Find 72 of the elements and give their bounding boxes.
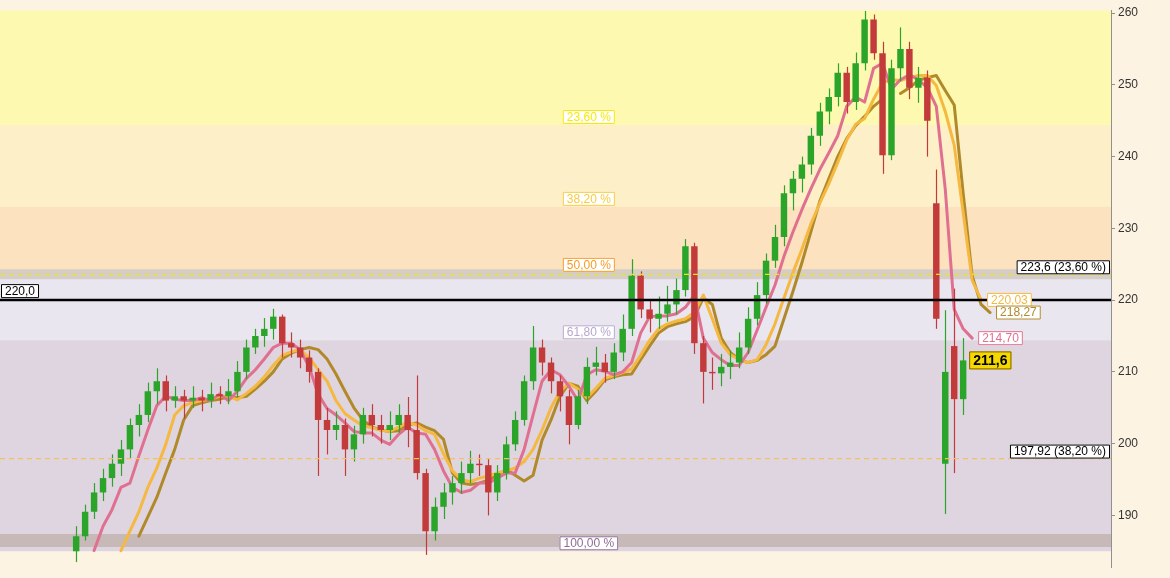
- candlestick: [538, 338, 546, 377]
- band-label: 50,00 %: [566, 257, 612, 272]
- candlestick: [144, 382, 152, 423]
- candlestick: [386, 410, 393, 441]
- candlestick: [171, 385, 178, 409]
- data-label: 220,03: [991, 292, 1029, 307]
- candlestick: [162, 374, 169, 412]
- candlestick: [234, 360, 241, 398]
- candlestick: [395, 403, 402, 434]
- candlestick: [225, 378, 232, 405]
- band-label: 38,20 %: [566, 191, 612, 206]
- band-label: 61,80 %: [566, 325, 612, 340]
- y-tick-label: 200: [1118, 435, 1139, 450]
- candlestick: [789, 170, 797, 212]
- ref-line-label: 197,92 (38,20 %): [1013, 444, 1106, 459]
- candlestick: [180, 389, 187, 420]
- band-label: 23,60 %: [566, 109, 612, 124]
- candlestick: [189, 385, 196, 409]
- y-tick-label: 230: [1118, 220, 1139, 235]
- candlestick: [359, 407, 367, 445]
- candlestick: [270, 308, 277, 341]
- candlestick: [90, 482, 98, 520]
- candlestick: [673, 277, 680, 316]
- candlestick: [332, 410, 340, 441]
- candlestick: [798, 156, 806, 194]
- candlestick: [350, 425, 358, 463]
- candlestick: [305, 349, 313, 384]
- y-tick-label: 190: [1118, 507, 1139, 522]
- candlestick: [825, 87, 832, 125]
- candlestick: [117, 439, 125, 477]
- candlestick: [610, 342, 617, 380]
- text: 211,6: [973, 351, 1008, 368]
- candlestick: [915, 66, 922, 104]
- y-tick-label: 240: [1118, 148, 1139, 163]
- candlestick: [547, 356, 555, 395]
- candlestick: [108, 453, 116, 488]
- candlestick: [619, 313, 626, 362]
- candlestick: [296, 338, 304, 369]
- candlestick: [368, 403, 376, 438]
- data-label: 218,27: [1000, 305, 1038, 320]
- candlestick: [771, 224, 779, 269]
- candlestick: [207, 382, 214, 409]
- candlestick: [440, 482, 447, 520]
- y-tick-label: 260: [1118, 5, 1139, 20]
- candlestick: [556, 374, 564, 412]
- candlestick: [655, 295, 662, 330]
- ref-line-label: 220,0: [5, 283, 36, 298]
- candlestick: [494, 464, 501, 502]
- candlestick: [323, 407, 331, 456]
- candlestick: [153, 367, 161, 405]
- candlestick: [377, 414, 385, 445]
- y-tick-label: 250: [1118, 77, 1139, 92]
- candlestick: [646, 299, 653, 334]
- data-label: 214,70: [982, 330, 1020, 345]
- candlestick: [135, 403, 143, 438]
- candlestick: [404, 396, 411, 448]
- candlestick: [897, 26, 904, 82]
- candlestick: [99, 468, 107, 502]
- ref-line-label: 223,6 (23,60 %): [1020, 260, 1106, 275]
- y-tick-label: 210: [1118, 364, 1139, 379]
- candlestick: [664, 285, 671, 323]
- candlestick: [735, 331, 743, 369]
- candlestick: [72, 525, 80, 563]
- candlestick: [458, 460, 465, 495]
- candlestick: [252, 328, 259, 355]
- band-label: 100,00 %: [563, 536, 615, 551]
- y-tick-label: 220: [1118, 292, 1139, 307]
- candlestick: [467, 450, 474, 484]
- candlestick: [261, 317, 268, 348]
- candlestick: [449, 475, 456, 506]
- candlestick: [198, 389, 205, 412]
- candlestick: [601, 353, 608, 384]
